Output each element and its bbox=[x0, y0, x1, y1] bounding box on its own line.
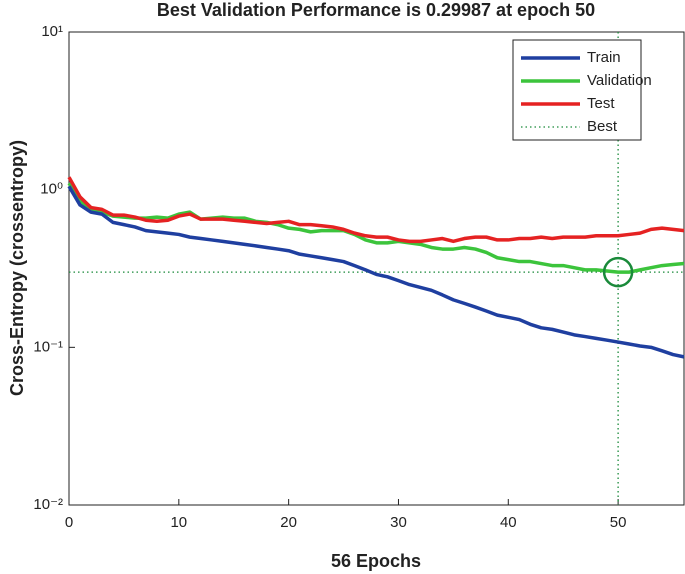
x-tick-label: 10 bbox=[170, 514, 187, 531]
y-tick-label: 10⁻² bbox=[33, 496, 63, 513]
best-marker bbox=[602, 256, 634, 288]
x-axis-label: 56 Epochs bbox=[331, 551, 421, 571]
x-tick-label: 50 bbox=[610, 514, 627, 531]
legend-label: Train bbox=[587, 49, 621, 66]
y-tick-label: 10⁻¹ bbox=[33, 338, 63, 355]
series-line bbox=[67, 176, 685, 244]
chart-title: Best Validation Performance is 0.29987 a… bbox=[157, 0, 595, 20]
series-line bbox=[67, 185, 685, 359]
y-axis-label: Cross-Entropy (crossentropy) bbox=[7, 140, 27, 396]
x-tick-label: 40 bbox=[500, 514, 517, 531]
x-tick-label: 0 bbox=[65, 514, 73, 531]
x-tick-label: 30 bbox=[390, 514, 407, 531]
series-line bbox=[67, 182, 685, 274]
legend-label: Test bbox=[587, 95, 615, 112]
legend-box bbox=[512, 39, 642, 141]
x-tick-label: 20 bbox=[280, 514, 297, 531]
y-tick-label: 10⁰ bbox=[40, 181, 63, 198]
legend-label: Validation bbox=[587, 72, 652, 89]
legend-label: Best bbox=[587, 118, 618, 135]
y-tick-label: 10¹ bbox=[41, 23, 63, 40]
